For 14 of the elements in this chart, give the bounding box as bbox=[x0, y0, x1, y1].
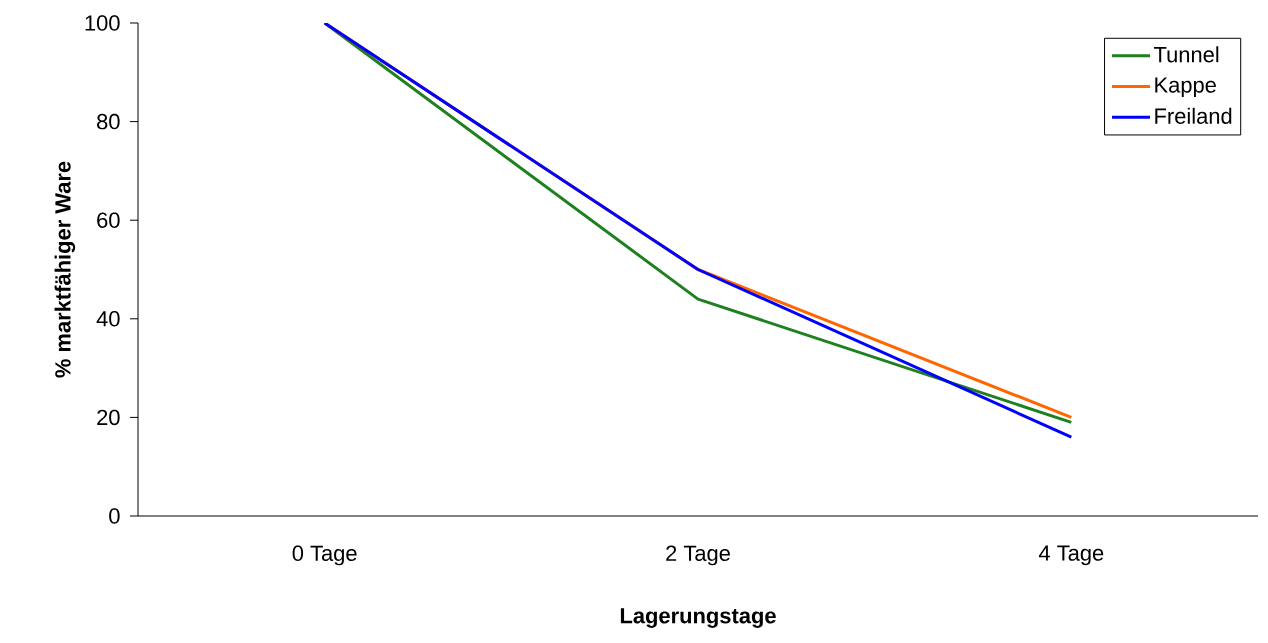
y-tick-label: 0 bbox=[109, 508, 120, 524]
y-tick-label: 80 bbox=[97, 113, 120, 130]
legend-label: Tunnel bbox=[1154, 46, 1219, 63]
x-tick-label: 4 Tage bbox=[1038, 545, 1104, 566]
y-tick-label: 20 bbox=[97, 409, 120, 426]
y-tick-label: 100 bbox=[85, 15, 120, 31]
y-tick-label: 60 bbox=[97, 212, 120, 228]
legend-label: Freiland bbox=[1155, 107, 1232, 124]
x-tick-label: 0 Tage bbox=[292, 545, 357, 566]
y-axis-title: % marktfähiger Ware bbox=[54, 161, 76, 378]
y-tick-label: 40 bbox=[96, 311, 120, 327]
x-tick-label: 2 Tage bbox=[666, 545, 730, 566]
x-axis-title: Lagerungstage bbox=[620, 608, 776, 628]
legend-label: Kappe bbox=[1155, 77, 1216, 98]
